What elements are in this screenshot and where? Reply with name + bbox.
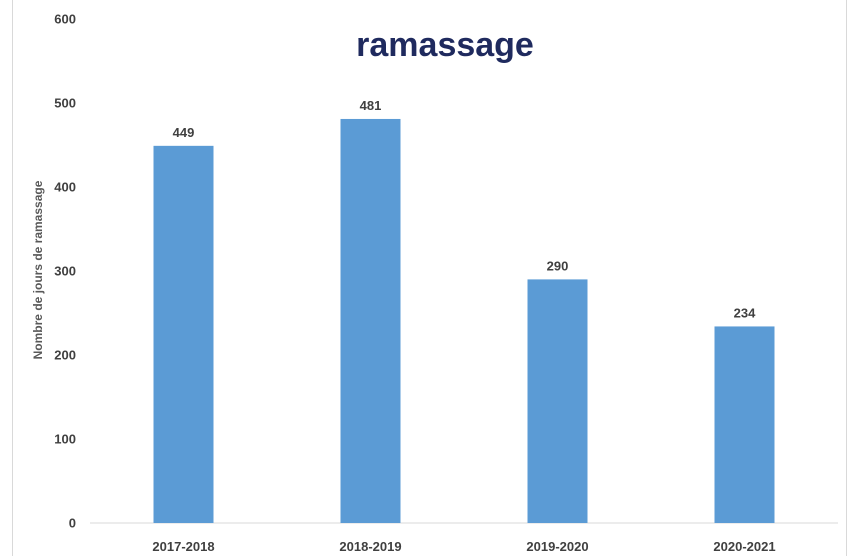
- y-tick-label: 600: [54, 12, 76, 27]
- bar: [153, 145, 214, 523]
- bar-value-label: 481: [360, 98, 382, 113]
- x-tick-label: 2020-2021: [713, 539, 775, 554]
- bar-series: [153, 118, 775, 524]
- x-tick-label: 2018-2019: [339, 539, 401, 554]
- chart-frame: [12, 0, 847, 556]
- bar-value-label: 449: [173, 125, 195, 140]
- bar-value-label: 234: [734, 305, 756, 320]
- bar-value-labels: 449 481 290 234: [173, 98, 756, 320]
- bar: [340, 118, 401, 524]
- y-tick-label: 0: [69, 516, 76, 531]
- bar: [714, 326, 775, 523]
- y-tick-label: 200: [54, 348, 76, 363]
- x-tick-label: 2017-2018: [152, 539, 214, 554]
- y-axis-ticks: 0 100 200 300 400 500 600: [54, 12, 76, 531]
- bar-value-label: 290: [547, 258, 569, 273]
- bar: [527, 279, 588, 523]
- y-tick-label: 300: [54, 264, 76, 279]
- y-tick-label: 500: [54, 96, 76, 111]
- chart-title: ramassage: [356, 26, 534, 64]
- x-axis-ticks: 2017-2018 2018-2019 2019-2020 2020-2021: [152, 539, 775, 554]
- y-tick-label: 100: [54, 432, 76, 447]
- y-axis-title: Nombre de jours de ramassage: [31, 180, 45, 359]
- x-tick-label: 2019-2020: [526, 539, 588, 554]
- y-tick-label: 400: [54, 180, 76, 195]
